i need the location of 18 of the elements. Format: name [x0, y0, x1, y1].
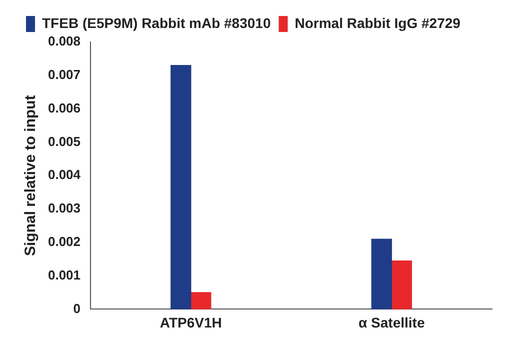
- bar: [190, 292, 212, 310]
- y-tick-label: 0.006: [48, 100, 81, 116]
- x-tick-label: ATP6V1H: [160, 314, 222, 330]
- y-tick-label: 0.005: [48, 134, 81, 149]
- y-tick-label: 0.003: [48, 200, 81, 216]
- bar: [391, 260, 412, 310]
- bar: [371, 238, 392, 310]
- x-tick-label: α Satellite: [358, 314, 425, 330]
- y-tick-label: 0.008: [48, 34, 81, 49]
- y-tick-label: 0.004: [48, 167, 82, 182]
- bar: [170, 65, 192, 310]
- y-tick-label: 0.001: [48, 267, 81, 282]
- y-tick-label: 0: [73, 300, 81, 316]
- legend-label: Normal Rabbit IgG #2729: [294, 14, 461, 31]
- y-tick-label: 0.007: [48, 66, 81, 82]
- y-tick-label: 0.002: [48, 234, 81, 249]
- y-axis-title: Signal relative to input: [22, 95, 40, 256]
- legend-label: TFEB (E5P9M) Rabbit mAb #83010: [42, 14, 271, 31]
